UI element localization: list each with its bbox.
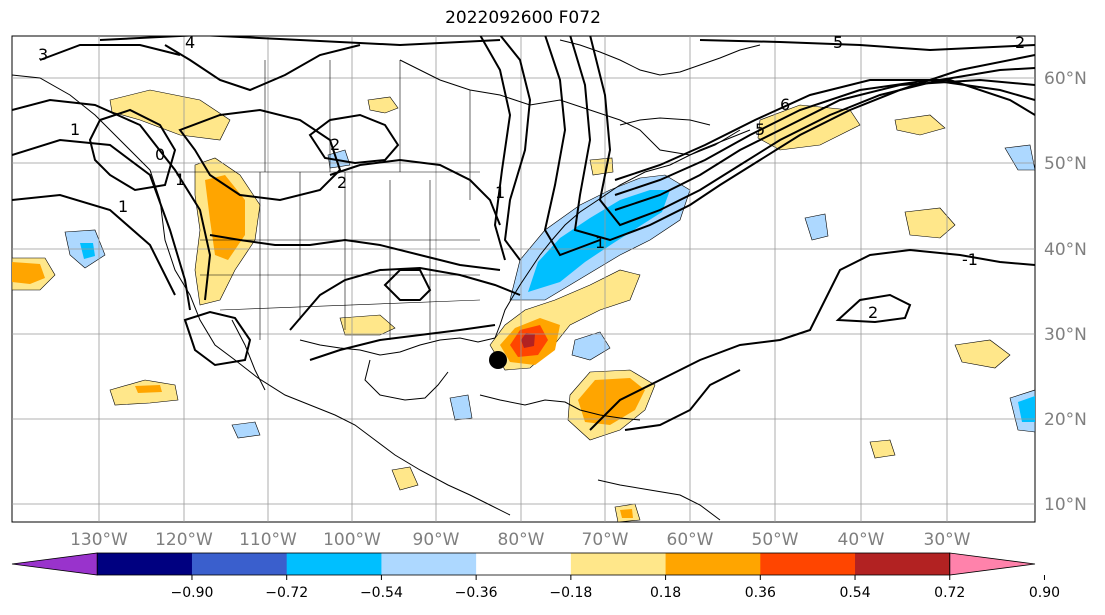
lat-label: 20°N — [1044, 410, 1087, 430]
coastlines — [12, 39, 761, 521]
storm-center-marker — [489, 351, 507, 369]
colorbar-outline — [96, 552, 951, 576]
lon-label: 120°W — [155, 530, 213, 550]
small-anomaly-8 — [571, 331, 611, 361]
colorbar-tick-label: −0.90 — [171, 585, 214, 601]
contour-label: 0 — [155, 145, 165, 164]
contour-label: 4 — [185, 33, 195, 52]
lon-label: 30°W — [924, 530, 971, 550]
contour-label: 2 — [337, 173, 347, 192]
contour-label: 2 — [868, 303, 878, 322]
small-anomaly-14 — [231, 421, 261, 439]
colorbar-segment — [570, 553, 667, 575]
colorbar-segment — [97, 553, 193, 575]
colorbar-segment — [760, 553, 856, 575]
lon-label: 80°W — [498, 530, 545, 550]
lat-label: 50°N — [1044, 154, 1087, 174]
lon-label: 100°W — [323, 530, 381, 550]
positive-anomaly-southeast-peak — [521, 333, 535, 348]
small-anomaly-1 — [894, 114, 946, 136]
colorbar-segment — [381, 553, 477, 575]
colorbar-tick-label: 0.90 — [1029, 585, 1060, 601]
contour-label: 6 — [780, 95, 790, 114]
lat-label: 10°N — [1044, 495, 1087, 515]
small-anomaly-9-core — [80, 243, 95, 259]
small-anomaly-12 — [804, 213, 829, 241]
lon-label: 90°W — [413, 530, 460, 550]
contour-label: 1 — [495, 183, 505, 202]
lon-labels: 130°W 120°W 110°W 100°W 90°W 80°W 70°W 6… — [70, 530, 971, 550]
small-anomaly-7 — [367, 96, 399, 114]
contour-label: -1 — [962, 250, 978, 269]
colorbar-segment — [191, 553, 288, 575]
small-anomaly-15 — [391, 466, 419, 491]
contour-label: 2 — [330, 135, 340, 154]
colorbar-min-arrow — [11, 552, 98, 576]
contour-label: 5 — [833, 33, 843, 52]
geopotential-contours — [12, 36, 1035, 431]
colorbar-tick-label: −0.54 — [360, 585, 403, 601]
colorbar-tick-label: 0.36 — [745, 585, 776, 601]
contour-label: 1 — [70, 120, 80, 139]
colorbar-tick-label: 0.18 — [650, 585, 681, 601]
colorbar-tick-label: 0.54 — [839, 585, 870, 601]
colorbar-segment — [855, 553, 951, 575]
lon-label: 40°W — [838, 530, 885, 550]
contour-label: 1 — [175, 170, 185, 189]
lon-label: 110°W — [239, 530, 297, 550]
colorbar-tick-label: −0.36 — [455, 585, 498, 601]
colorbar: −0.90 −0.72 −0.54 −0.36 −0.18 0.18 0.36 0.54 0.7… — [11, 552, 1060, 601]
small-anomaly-18 — [589, 157, 614, 176]
lon-label: 70°W — [582, 530, 629, 550]
contour-label: 3 — [38, 45, 48, 64]
positive-anomaly-pacific — [109, 89, 231, 141]
colorbar-segment — [286, 553, 382, 575]
small-anomaly-17-core — [620, 509, 633, 518]
contour-label: 5 — [755, 120, 765, 139]
map-title: 2022092600 F072 — [445, 8, 601, 28]
small-anomaly-4-core — [12, 262, 45, 284]
small-anomaly-3 — [954, 339, 1011, 369]
colorbar-tick-label: −0.72 — [265, 585, 308, 601]
small-anomaly-16 — [869, 439, 896, 459]
lat-label: 40°N — [1044, 240, 1087, 260]
lat-label: 60°N — [1044, 69, 1087, 89]
small-anomaly-2 — [904, 207, 956, 239]
lat-labels: 60°N 50°N 40°N 30°N 20°N 10°N — [1044, 69, 1087, 515]
small-anomaly-10-core — [1018, 396, 1035, 422]
lon-label: 130°W — [70, 530, 128, 550]
contour-label: 2 — [1015, 33, 1025, 52]
lon-label: 60°W — [667, 530, 714, 550]
contour-label: 1 — [595, 233, 605, 252]
lat-label: 30°N — [1044, 325, 1087, 345]
colorbar-tick-label: −0.18 — [549, 585, 592, 601]
lon-label: 50°W — [752, 530, 799, 550]
colorbar-segment — [665, 553, 761, 575]
colorbar-segment — [476, 553, 572, 575]
small-anomaly-19 — [327, 149, 351, 169]
small-anomaly-13 — [449, 394, 473, 421]
colorbar-max-arrow — [949, 552, 1036, 576]
small-anomaly-5-core — [135, 385, 162, 393]
contour-label: 1 — [118, 197, 128, 216]
small-anomaly-6 — [339, 314, 396, 336]
colorbar-tick-label: 0.72 — [934, 585, 965, 601]
